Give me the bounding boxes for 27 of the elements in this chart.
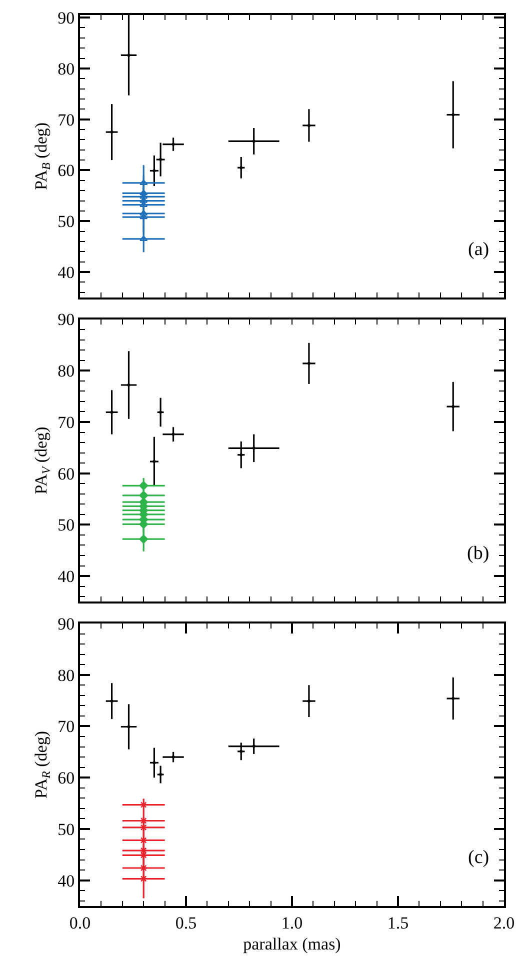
y-tick-label: 70 [58,110,75,130]
y-tick-label: 90 [58,310,75,330]
x-tick-label: 1.5 [387,913,409,932]
y-tick-label: 50 [58,516,75,535]
y-tick-label: 90 [58,8,75,28]
y-tick-label: 50 [58,820,75,839]
y-tick-label: 40 [58,262,75,282]
x-tick-label: 0.0 [69,913,91,932]
y-tick-label: 80 [58,362,75,381]
y-tick-label: 40 [58,871,75,890]
x-tick-label: 2.0 [493,913,515,932]
y-tick-label: 80 [58,666,75,685]
y-tick-label: 60 [58,161,75,180]
annotation: (c) [468,847,490,868]
y-tick-label: 60 [58,768,75,788]
annotation: (a) [468,239,490,260]
x-axis-title: parallax (mas) [243,934,341,954]
y-tick-label: 40 [58,567,75,586]
annotation: (b) [467,543,490,564]
y-tick-label: 70 [58,412,75,432]
x-tick-label: 1.0 [281,913,303,932]
y-tick-label: 60 [58,464,75,484]
y-tick-label: 50 [58,212,75,232]
y-tick-label: 90 [58,614,75,634]
y-tick-label: 80 [58,59,75,78]
x-tick-label: 0.5 [175,913,197,932]
y-tick-label: 70 [58,717,75,736]
